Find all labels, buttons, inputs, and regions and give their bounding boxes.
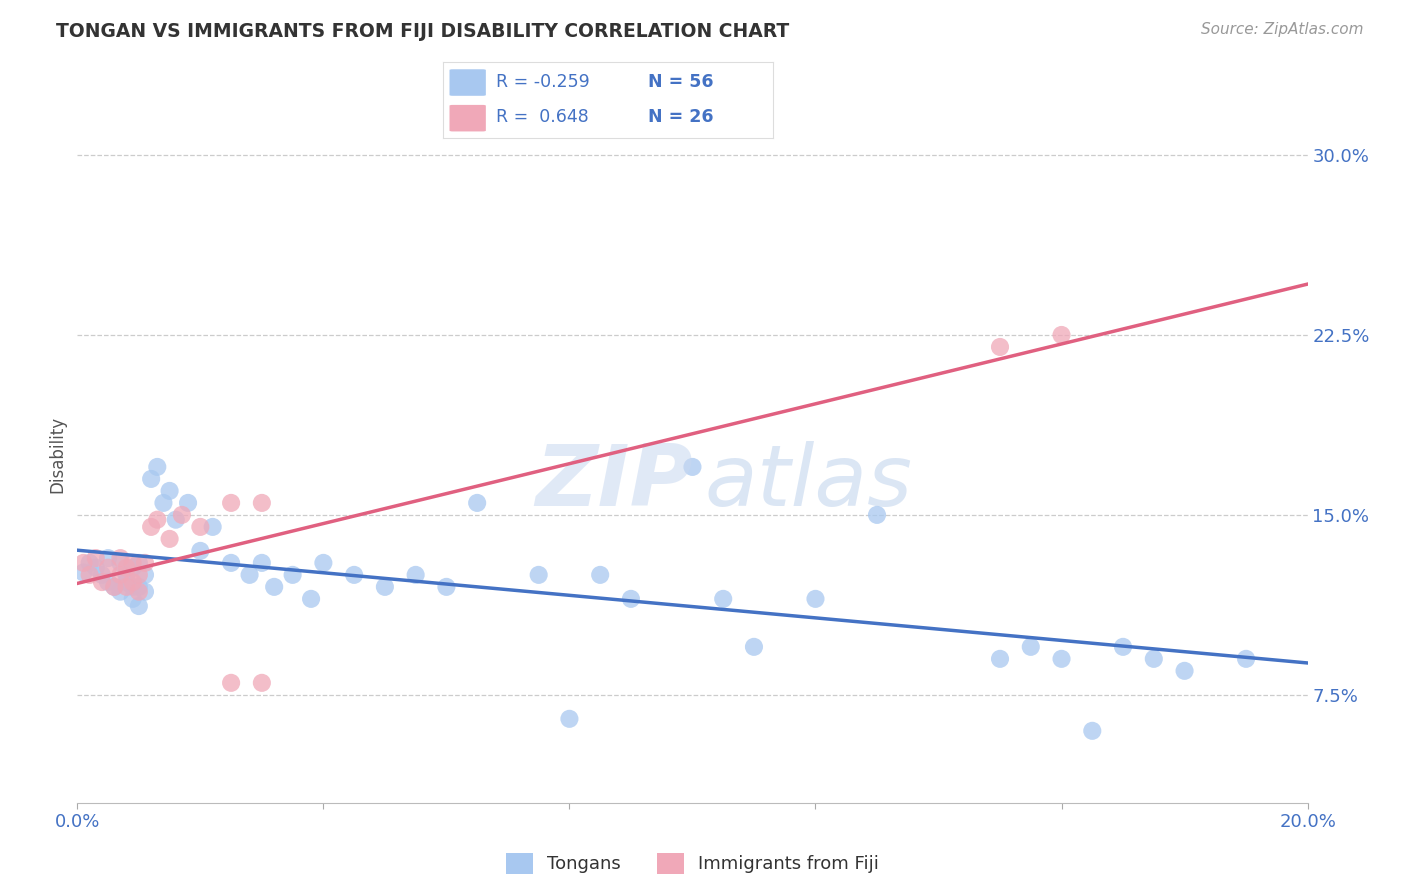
Point xyxy=(79,567,101,582)
Point xyxy=(79,556,101,570)
Point xyxy=(84,551,107,566)
Point xyxy=(682,459,704,474)
Point xyxy=(742,640,765,654)
Point xyxy=(90,567,114,582)
Point xyxy=(405,567,427,582)
Point xyxy=(110,556,132,570)
Point xyxy=(115,560,138,574)
Point xyxy=(201,520,224,534)
Point xyxy=(988,652,1011,666)
Text: N = 26: N = 26 xyxy=(648,109,713,127)
Point xyxy=(263,580,285,594)
Point xyxy=(128,584,150,599)
Point xyxy=(188,544,212,558)
Point xyxy=(620,591,643,606)
Point xyxy=(239,567,262,582)
Point xyxy=(988,340,1011,354)
Point xyxy=(72,566,94,580)
Point xyxy=(103,580,125,594)
Point xyxy=(281,567,304,582)
Point xyxy=(90,575,114,590)
Text: R = -0.259: R = -0.259 xyxy=(496,73,589,91)
Point xyxy=(134,556,156,570)
Point xyxy=(312,556,335,570)
Point xyxy=(250,556,273,570)
Point xyxy=(146,459,169,474)
Point xyxy=(152,496,174,510)
Text: R =  0.648: R = 0.648 xyxy=(496,109,589,127)
Point xyxy=(219,676,242,690)
Point xyxy=(1143,652,1166,666)
Point xyxy=(299,591,322,606)
Text: Source: ZipAtlas.com: Source: ZipAtlas.com xyxy=(1201,22,1364,37)
Point xyxy=(159,532,181,546)
Point xyxy=(128,567,150,582)
Point xyxy=(1050,652,1073,666)
Point xyxy=(1081,723,1104,738)
Y-axis label: Disability: Disability xyxy=(48,417,66,493)
Point xyxy=(374,580,396,594)
Point xyxy=(72,556,94,570)
Point xyxy=(121,556,143,570)
Point xyxy=(188,520,212,534)
Point xyxy=(527,567,550,582)
Point xyxy=(866,508,889,522)
Point xyxy=(1112,640,1135,654)
Point xyxy=(343,567,366,582)
Point xyxy=(177,496,200,510)
Point xyxy=(103,580,125,594)
Point xyxy=(250,496,273,510)
Point xyxy=(121,560,143,574)
Point xyxy=(134,584,156,599)
Point xyxy=(465,496,488,510)
Text: ZIP: ZIP xyxy=(534,442,693,524)
Point xyxy=(97,575,120,590)
Point xyxy=(804,591,827,606)
Point xyxy=(219,556,242,570)
Point xyxy=(589,567,612,582)
Point xyxy=(1234,652,1257,666)
Point xyxy=(128,580,150,594)
Point xyxy=(121,575,143,590)
FancyBboxPatch shape xyxy=(450,105,486,131)
Point xyxy=(219,496,242,510)
Point xyxy=(436,580,458,594)
Point xyxy=(141,472,163,486)
Text: atlas: atlas xyxy=(704,442,912,524)
Point xyxy=(711,591,734,606)
FancyBboxPatch shape xyxy=(450,70,486,95)
Point xyxy=(1050,328,1073,343)
Point xyxy=(159,483,181,498)
Text: TONGAN VS IMMIGRANTS FROM FIJI DISABILITY CORRELATION CHART: TONGAN VS IMMIGRANTS FROM FIJI DISABILIT… xyxy=(56,22,790,41)
Point xyxy=(134,567,156,582)
Point xyxy=(115,567,138,582)
Point xyxy=(1174,664,1197,678)
Point xyxy=(250,676,273,690)
Text: N = 56: N = 56 xyxy=(648,73,713,91)
Point xyxy=(121,591,143,606)
Point xyxy=(146,513,169,527)
Point xyxy=(115,580,138,594)
Point xyxy=(558,712,581,726)
Point xyxy=(128,556,150,570)
Point xyxy=(121,580,143,594)
Point xyxy=(110,551,132,566)
Point xyxy=(128,599,150,613)
Point xyxy=(165,513,187,527)
Point xyxy=(1019,640,1042,654)
Point xyxy=(97,551,120,566)
Point xyxy=(115,575,138,590)
Point xyxy=(97,560,120,574)
Point xyxy=(84,560,107,574)
Point xyxy=(141,520,163,534)
Point xyxy=(170,508,193,522)
Point xyxy=(110,567,132,582)
Point xyxy=(110,584,132,599)
Legend: Tongans, Immigrants from Fiji: Tongans, Immigrants from Fiji xyxy=(506,853,879,874)
